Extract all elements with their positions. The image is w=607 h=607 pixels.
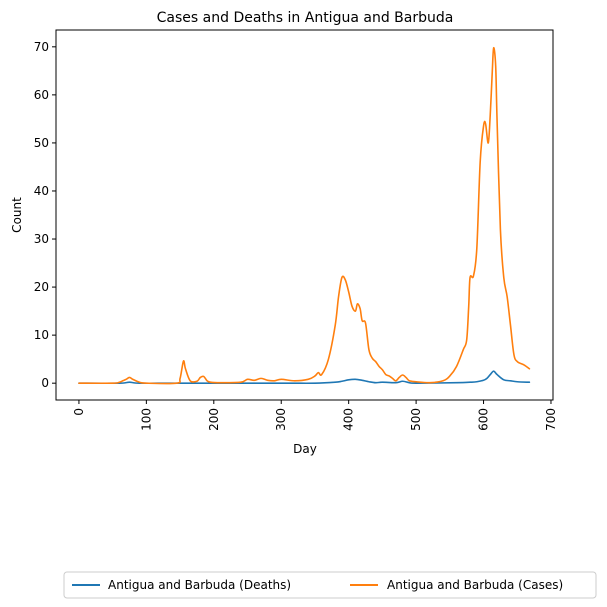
x-axis-ticks: 0 100 200 300 400 500 600 700 [72,400,558,431]
chart-title: Cases and Deaths in Antigua and Barbuda [157,10,454,26]
y-axis-ticks: 0 10 20 30 40 50 60 70 [34,40,56,390]
y-tick-label: 20 [34,280,49,294]
legend: Antigua and Barbuda (Deaths) Antigua and… [63,571,597,599]
y-tick-label: 30 [34,232,49,246]
x-tick-label: 100 [139,408,153,431]
y-tick-label: 70 [34,40,49,54]
x-tick-label: 0 [72,408,86,416]
y-tick-label: 40 [34,184,49,198]
x-tick-label: 700 [544,408,558,431]
series-group [78,46,531,385]
legend-label-cases: Antigua and Barbuda (Cases) [387,578,563,592]
x-tick-label: 400 [342,408,356,431]
series-line-cases [78,46,531,385]
y-tick-label: 60 [34,88,49,102]
y-tick-label: 0 [41,376,49,390]
x-tick-label: 600 [477,408,491,431]
plot-area: 0 100 200 300 400 500 600 700 0 10 20 30 40 50 60 70 [34,29,558,431]
legend-label-deaths: Antigua and Barbuda (Deaths) [108,578,291,592]
y-axis-label: Count [10,197,24,233]
y-tick-label: 50 [34,136,49,150]
x-tick-label: 300 [274,408,288,431]
x-tick-label: 500 [409,408,423,431]
y-tick-label: 10 [34,328,49,342]
x-tick-label: 200 [207,408,221,431]
plot-frame [55,29,554,401]
legend-frame [63,571,597,599]
series-line-deaths [78,370,531,385]
x-axis-label: Day [293,442,317,456]
